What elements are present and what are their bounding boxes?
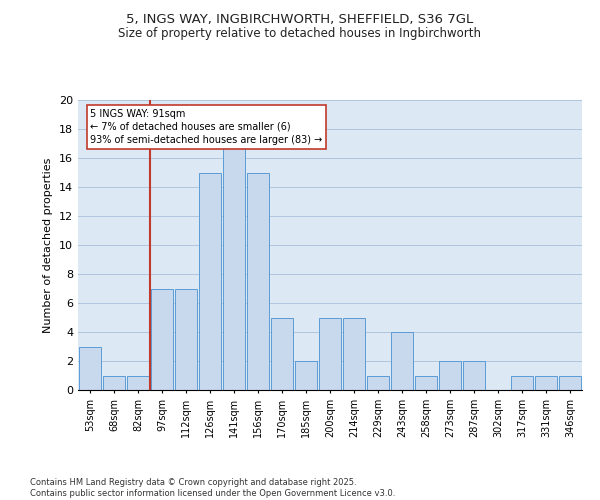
Bar bbox=[175, 288, 197, 390]
Bar bbox=[247, 172, 269, 390]
Y-axis label: Number of detached properties: Number of detached properties bbox=[43, 158, 53, 332]
Bar bbox=[199, 172, 221, 390]
Bar bbox=[415, 376, 437, 390]
Bar bbox=[343, 318, 365, 390]
Bar bbox=[559, 376, 581, 390]
Bar bbox=[439, 361, 461, 390]
Bar bbox=[223, 144, 245, 390]
Bar bbox=[463, 361, 485, 390]
Bar bbox=[103, 376, 125, 390]
Bar bbox=[295, 361, 317, 390]
Bar bbox=[535, 376, 557, 390]
Bar bbox=[511, 376, 533, 390]
Text: Contains HM Land Registry data © Crown copyright and database right 2025.
Contai: Contains HM Land Registry data © Crown c… bbox=[30, 478, 395, 498]
Bar bbox=[271, 318, 293, 390]
Bar bbox=[151, 288, 173, 390]
Text: 5, INGS WAY, INGBIRCHWORTH, SHEFFIELD, S36 7GL: 5, INGS WAY, INGBIRCHWORTH, SHEFFIELD, S… bbox=[127, 12, 473, 26]
Bar bbox=[79, 346, 101, 390]
Text: 5 INGS WAY: 91sqm
← 7% of detached houses are smaller (6)
93% of semi-detached h: 5 INGS WAY: 91sqm ← 7% of detached house… bbox=[90, 108, 322, 145]
Bar bbox=[127, 376, 149, 390]
Bar bbox=[391, 332, 413, 390]
Bar bbox=[319, 318, 341, 390]
Bar bbox=[367, 376, 389, 390]
Text: Size of property relative to detached houses in Ingbirchworth: Size of property relative to detached ho… bbox=[119, 28, 482, 40]
